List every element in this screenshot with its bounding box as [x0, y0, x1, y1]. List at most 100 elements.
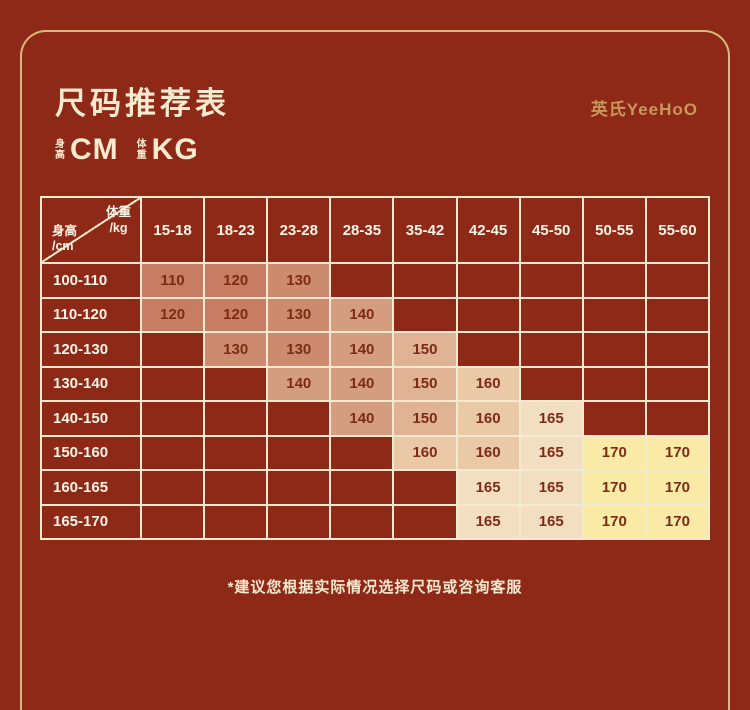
empty-cell [455, 262, 521, 299]
weight-unit-label: 体重 [136, 138, 147, 162]
weight-header-cell: 28-35 [329, 196, 395, 264]
empty-cell [392, 503, 458, 540]
page-title: 尺码推荐表 [55, 86, 230, 121]
height-header-cell: 150-160 [40, 434, 142, 471]
size-cell: 170 [581, 503, 647, 540]
corner-weight-label: 体重 /kg [105, 205, 131, 235]
height-header-cell: 165-170 [40, 503, 142, 540]
empty-cell [581, 296, 647, 333]
size-cell: 130 [266, 331, 332, 368]
weight-unit: 体重 KG [137, 133, 199, 167]
table-row: 100-110 110 120 130 [40, 262, 711, 299]
table-corner-cell: 体重 /kg 身高 /cm [40, 196, 142, 264]
weight-unit-value: KG [151, 133, 199, 166]
brand-logo: 英氏YeeHoO [590, 100, 698, 119]
size-cell: 165 [455, 469, 521, 506]
empty-cell [203, 434, 269, 471]
empty-cell [266, 400, 332, 437]
empty-cell [203, 469, 269, 506]
empty-cell [518, 296, 584, 333]
empty-cell [455, 296, 521, 333]
size-cell: 130 [203, 331, 269, 368]
empty-cell [329, 503, 395, 540]
empty-cell [644, 296, 711, 333]
empty-cell [644, 331, 711, 368]
empty-cell [139, 365, 206, 402]
empty-cell [518, 331, 584, 368]
units-row: 身高 CM 体重 KG [55, 133, 199, 167]
size-cell: 150 [392, 400, 458, 437]
height-header-cell: 120-130 [40, 331, 142, 368]
size-cell: 170 [644, 503, 711, 540]
table-header-row: 体重 /kg 身高 /cm 15-18 18-23 23-28 28-35 35-42 42-… [40, 196, 711, 264]
height-header-cell: 110-120 [40, 296, 142, 333]
size-cell: 165 [518, 503, 584, 540]
size-cell: 165 [518, 469, 584, 506]
weight-header-cell: 50-55 [581, 196, 647, 264]
table-row: 120-130 130 130 140 150 [40, 331, 711, 368]
size-cell: 170 [581, 469, 647, 506]
height-header-cell: 160-165 [40, 469, 142, 506]
empty-cell [266, 503, 332, 540]
table-row: 140-150 140 150 160 165 [40, 400, 711, 437]
empty-cell [518, 365, 584, 402]
height-unit-value: CM [70, 133, 119, 166]
empty-cell [139, 331, 206, 368]
size-cell: 140 [329, 400, 395, 437]
table-row: 130-140 140 140 150 160 [40, 365, 711, 402]
empty-cell [329, 262, 395, 299]
empty-cell [139, 469, 206, 506]
size-cell: 160 [392, 434, 458, 471]
empty-cell [139, 503, 206, 540]
empty-cell [266, 434, 332, 471]
weight-header-cell: 18-23 [203, 196, 269, 264]
empty-cell [329, 434, 395, 471]
weight-header-cell: 55-60 [644, 196, 711, 264]
table-row: 160-165 165 165 170 170 [40, 469, 711, 506]
size-cell: 160 [455, 434, 521, 471]
height-header-cell: 140-150 [40, 400, 142, 437]
size-table: 体重 /kg 身高 /cm 15-18 18-23 23-28 28-35 35-42 42-… [40, 196, 711, 540]
empty-cell [644, 365, 711, 402]
footnote: *建议您根据实际情况选择尺码或咨询客服 [227, 579, 523, 596]
empty-cell [203, 365, 269, 402]
size-cell: 140 [329, 331, 395, 368]
size-cell: 160 [455, 400, 521, 437]
empty-cell [581, 365, 647, 402]
weight-header-cell: 35-42 [392, 196, 458, 264]
empty-cell [644, 262, 711, 299]
size-cell: 140 [329, 296, 395, 333]
empty-cell [139, 400, 206, 437]
empty-cell [581, 331, 647, 368]
empty-cell [455, 331, 521, 368]
size-cell: 170 [644, 434, 711, 471]
size-cell: 165 [518, 400, 584, 437]
weight-header-cell: 42-45 [455, 196, 521, 264]
size-cell: 165 [518, 434, 584, 471]
empty-cell [203, 400, 269, 437]
empty-cell [518, 262, 584, 299]
table-row: 110-120 120 120 130 140 [40, 296, 711, 333]
size-cell: 150 [392, 331, 458, 368]
empty-cell [392, 469, 458, 506]
weight-header-cell: 15-18 [139, 196, 206, 264]
size-cell: 130 [266, 262, 332, 299]
height-header-cell: 100-110 [40, 262, 142, 299]
size-cell: 170 [644, 469, 711, 506]
size-chart-page: 尺码推荐表 英氏YeeHoO 身高 CM 体重 KG 体重 /kg 身高 /cm 1… [20, 30, 730, 710]
size-cell: 110 [139, 262, 206, 299]
empty-cell [392, 262, 458, 299]
empty-cell [581, 400, 647, 437]
top-bar: 尺码推荐表 英氏YeeHoO [55, 78, 698, 123]
empty-cell [329, 469, 395, 506]
size-cell: 130 [266, 296, 332, 333]
size-cell: 160 [455, 365, 521, 402]
size-cell: 120 [139, 296, 206, 333]
weight-header-cell: 23-28 [266, 196, 332, 264]
height-unit-label: 身高 [55, 138, 65, 162]
empty-cell [392, 296, 458, 333]
table-row: 165-170 165 165 170 170 [40, 503, 711, 540]
empty-cell [139, 434, 206, 471]
size-cell: 165 [455, 503, 521, 540]
corner-height-label: 身高 /cm [52, 223, 78, 254]
